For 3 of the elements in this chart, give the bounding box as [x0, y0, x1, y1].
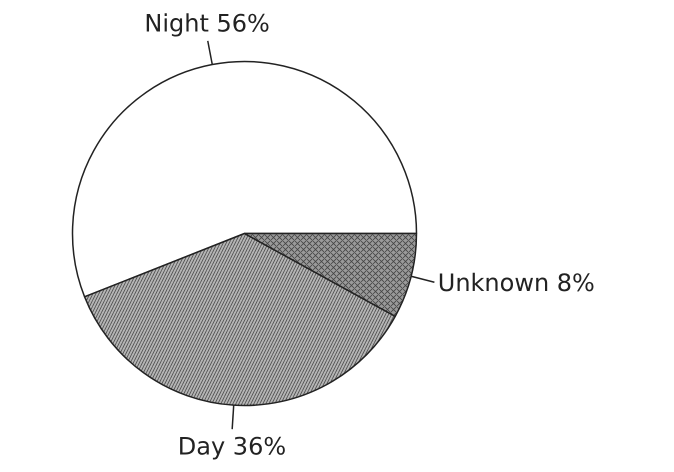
slice-label: Day 36% — [178, 432, 286, 461]
slice-label: Night 56% — [144, 10, 270, 38]
slice-label: Unknown 8% — [438, 269, 595, 298]
